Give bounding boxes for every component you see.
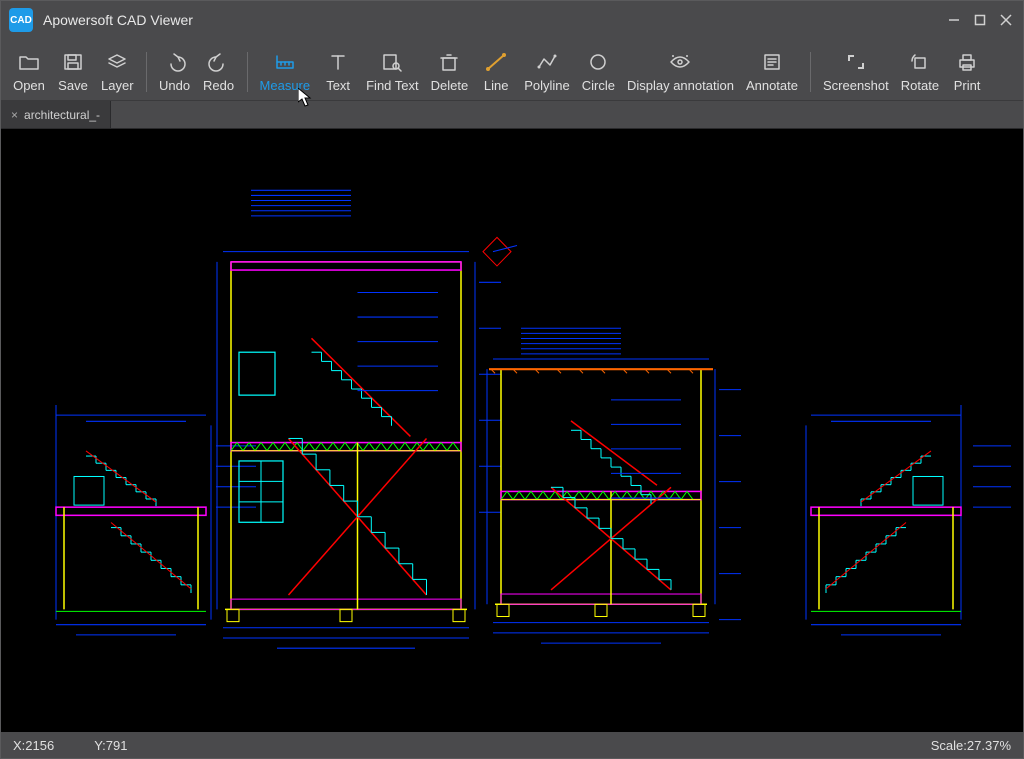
note-icon (761, 50, 783, 74)
window-close-button[interactable] (997, 11, 1015, 29)
window-minimize-button[interactable] (945, 11, 963, 29)
redo-icon (208, 50, 230, 74)
screenshot-label: Screenshot (823, 78, 889, 93)
toolbar: Open Save Layer Undo Redo Measure Text Find Tex… (1, 39, 1023, 101)
tab-close-icon[interactable]: × (11, 108, 18, 122)
layers-icon (106, 50, 128, 74)
undo-button[interactable]: Undo (153, 44, 197, 100)
drawing-canvas[interactable] (1, 129, 1023, 732)
folder-icon (18, 50, 40, 74)
polyline-button[interactable]: Polyline (518, 44, 576, 100)
line-label: Line (484, 78, 509, 93)
trash-icon (438, 50, 460, 74)
open-label: Open (13, 78, 45, 93)
circle-label: Circle (582, 78, 615, 93)
findtext-button[interactable]: Find Text (360, 44, 425, 100)
delete-label: Delete (431, 78, 469, 93)
text-label: Text (326, 78, 350, 93)
undo-icon (164, 50, 186, 74)
save-button[interactable]: Save (51, 44, 95, 100)
rotate-icon (909, 50, 931, 74)
rotate-label: Rotate (901, 78, 939, 93)
measure-label: Measure (260, 78, 311, 93)
print-label: Print (954, 78, 981, 93)
print-button[interactable]: Print (945, 44, 989, 100)
rotate-button[interactable]: Rotate (895, 44, 945, 100)
text-button[interactable]: Text (316, 44, 360, 100)
delete-button[interactable]: Delete (425, 44, 475, 100)
dispann-label: Display annotation (627, 78, 734, 93)
status-x: X:2156 (13, 738, 54, 753)
annotate-button[interactable]: Annotate (740, 44, 804, 100)
undo-label: Undo (159, 78, 190, 93)
measure-button[interactable]: Measure (254, 44, 317, 100)
status-scale: Scale:27.37% (931, 738, 1011, 753)
circle-icon (587, 50, 609, 74)
redo-label: Redo (203, 78, 234, 93)
ruler-icon (274, 50, 296, 74)
titlebar: CAD Apowersoft CAD Viewer (1, 1, 1023, 39)
crop-icon (845, 50, 867, 74)
polyline-label: Polyline (524, 78, 570, 93)
save-label: Save (58, 78, 88, 93)
redo-button[interactable]: Redo (197, 44, 241, 100)
app-title: Apowersoft CAD Viewer (43, 12, 193, 28)
open-button[interactable]: Open (7, 44, 51, 100)
statusbar: X:2156 Y:791 Scale:27.37% (1, 732, 1023, 758)
print-icon (956, 50, 978, 74)
line-icon (485, 50, 507, 74)
annotate-label: Annotate (746, 78, 798, 93)
app-icon: CAD (9, 8, 33, 32)
window-maximize-button[interactable] (971, 11, 989, 29)
findtext-label: Find Text (366, 78, 419, 93)
text-icon (327, 50, 349, 74)
circle-button[interactable]: Circle (576, 44, 621, 100)
eye-icon (669, 50, 691, 74)
layer-button[interactable]: Layer (95, 44, 140, 100)
line-button[interactable]: Line (474, 44, 518, 100)
layer-label: Layer (101, 78, 134, 93)
tab-label: architectural_- (24, 108, 100, 122)
dispann-button[interactable]: Display annotation (621, 44, 740, 100)
save-icon (62, 50, 84, 74)
polyline-icon (536, 50, 558, 74)
app-window: CAD Apowersoft CAD Viewer Open Save Layer U… (0, 0, 1024, 759)
find-icon (381, 50, 403, 74)
status-y: Y:791 (94, 738, 127, 753)
document-tab[interactable]: × architectural_- (1, 101, 111, 128)
screenshot-button[interactable]: Screenshot (817, 44, 895, 100)
tabstrip: × architectural_- (1, 101, 1023, 129)
